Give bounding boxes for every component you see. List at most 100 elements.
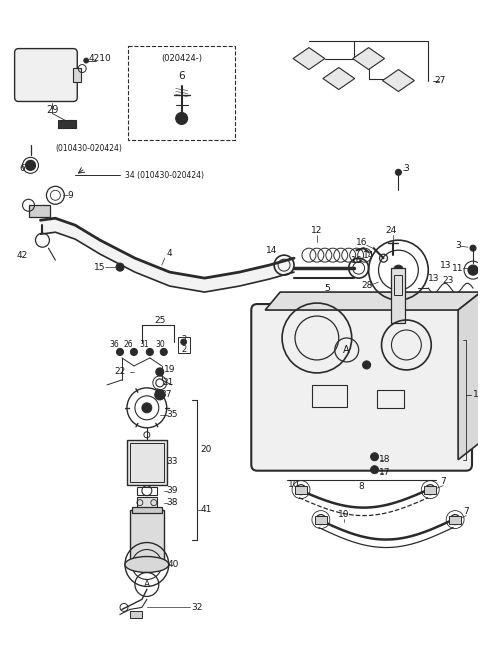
Circle shape xyxy=(146,348,153,356)
Polygon shape xyxy=(458,292,480,460)
PathPatch shape xyxy=(40,218,294,292)
Text: 27: 27 xyxy=(434,76,446,85)
Circle shape xyxy=(362,361,371,369)
Text: 10: 10 xyxy=(288,480,300,489)
Bar xyxy=(28,205,50,217)
Text: 2: 2 xyxy=(181,335,186,344)
Text: 38: 38 xyxy=(166,498,178,507)
Text: (020424-): (020424-) xyxy=(161,54,202,63)
Bar xyxy=(395,275,402,295)
Circle shape xyxy=(180,339,187,345)
Text: 19: 19 xyxy=(164,365,176,375)
Bar xyxy=(178,337,190,353)
Text: 14: 14 xyxy=(363,251,374,260)
Text: (010430-020424): (010430-020424) xyxy=(55,144,122,153)
Bar xyxy=(295,485,307,494)
Bar xyxy=(449,516,461,523)
Text: 16: 16 xyxy=(351,256,362,264)
Circle shape xyxy=(176,112,188,125)
Text: 39: 39 xyxy=(166,486,178,495)
Bar xyxy=(130,611,142,619)
Text: 5: 5 xyxy=(324,283,330,293)
Text: 4210: 4210 xyxy=(89,54,111,63)
Text: 41: 41 xyxy=(201,505,212,514)
Ellipse shape xyxy=(125,556,169,573)
Bar xyxy=(424,485,436,494)
Text: 3: 3 xyxy=(404,164,409,173)
Circle shape xyxy=(160,348,167,356)
Text: A: A xyxy=(343,345,350,355)
Text: 32: 32 xyxy=(191,603,202,612)
Circle shape xyxy=(470,245,476,251)
Bar xyxy=(128,46,235,140)
Bar xyxy=(137,497,157,508)
Text: 12: 12 xyxy=(311,226,323,235)
FancyBboxPatch shape xyxy=(251,304,472,471)
Text: 37: 37 xyxy=(160,390,171,400)
Text: 14: 14 xyxy=(265,245,277,255)
Circle shape xyxy=(394,265,403,275)
Text: 6: 6 xyxy=(20,164,25,173)
Text: 7: 7 xyxy=(440,477,446,486)
Text: 13: 13 xyxy=(428,274,439,283)
Circle shape xyxy=(131,348,137,356)
Text: 9: 9 xyxy=(67,191,73,200)
Polygon shape xyxy=(293,48,325,70)
Text: 8: 8 xyxy=(359,482,364,491)
Text: 16: 16 xyxy=(356,237,367,247)
Text: 34 (010430-020424): 34 (010430-020424) xyxy=(125,171,204,180)
Text: 31: 31 xyxy=(139,340,149,350)
Text: 15: 15 xyxy=(95,262,106,272)
Text: 1: 1 xyxy=(473,390,479,400)
Text: 40: 40 xyxy=(168,560,180,569)
Polygon shape xyxy=(323,68,355,89)
Text: 29: 29 xyxy=(46,106,59,115)
Circle shape xyxy=(155,390,165,400)
Circle shape xyxy=(371,466,379,474)
Text: 6: 6 xyxy=(179,71,185,81)
Text: 10: 10 xyxy=(338,510,349,519)
Bar xyxy=(73,68,81,81)
Text: 7: 7 xyxy=(463,507,469,516)
Bar xyxy=(315,516,327,523)
Text: 25: 25 xyxy=(154,316,166,325)
Bar xyxy=(132,506,162,512)
Text: 36: 36 xyxy=(109,340,119,350)
Text: 20: 20 xyxy=(201,445,212,454)
Circle shape xyxy=(142,403,152,413)
Text: 3: 3 xyxy=(455,241,461,250)
Text: 33: 33 xyxy=(166,457,178,466)
Text: 35: 35 xyxy=(166,410,178,419)
Text: 17: 17 xyxy=(379,468,390,477)
Text: 24: 24 xyxy=(386,226,397,235)
Polygon shape xyxy=(265,292,480,310)
Bar xyxy=(130,510,164,560)
Bar xyxy=(137,487,157,495)
Text: 18: 18 xyxy=(379,455,390,464)
Text: 26: 26 xyxy=(123,340,133,350)
Circle shape xyxy=(25,160,36,171)
Polygon shape xyxy=(383,70,414,91)
Text: A: A xyxy=(144,580,150,589)
Bar xyxy=(312,385,347,407)
Bar xyxy=(59,121,76,129)
Circle shape xyxy=(84,58,89,63)
Circle shape xyxy=(116,263,124,271)
Bar xyxy=(376,390,404,408)
Text: 28: 28 xyxy=(361,281,372,289)
Circle shape xyxy=(371,453,379,461)
Text: 13: 13 xyxy=(441,260,452,270)
Text: 2: 2 xyxy=(181,346,186,354)
Polygon shape xyxy=(353,48,384,70)
Bar xyxy=(130,443,164,482)
FancyBboxPatch shape xyxy=(14,49,77,102)
Bar xyxy=(392,268,406,323)
Text: 21: 21 xyxy=(162,379,173,388)
Circle shape xyxy=(156,368,164,376)
Text: 4: 4 xyxy=(167,249,172,258)
Text: 22: 22 xyxy=(114,367,126,377)
Text: 30: 30 xyxy=(155,340,165,350)
Bar xyxy=(127,440,167,485)
Circle shape xyxy=(117,348,123,356)
Circle shape xyxy=(468,265,478,275)
